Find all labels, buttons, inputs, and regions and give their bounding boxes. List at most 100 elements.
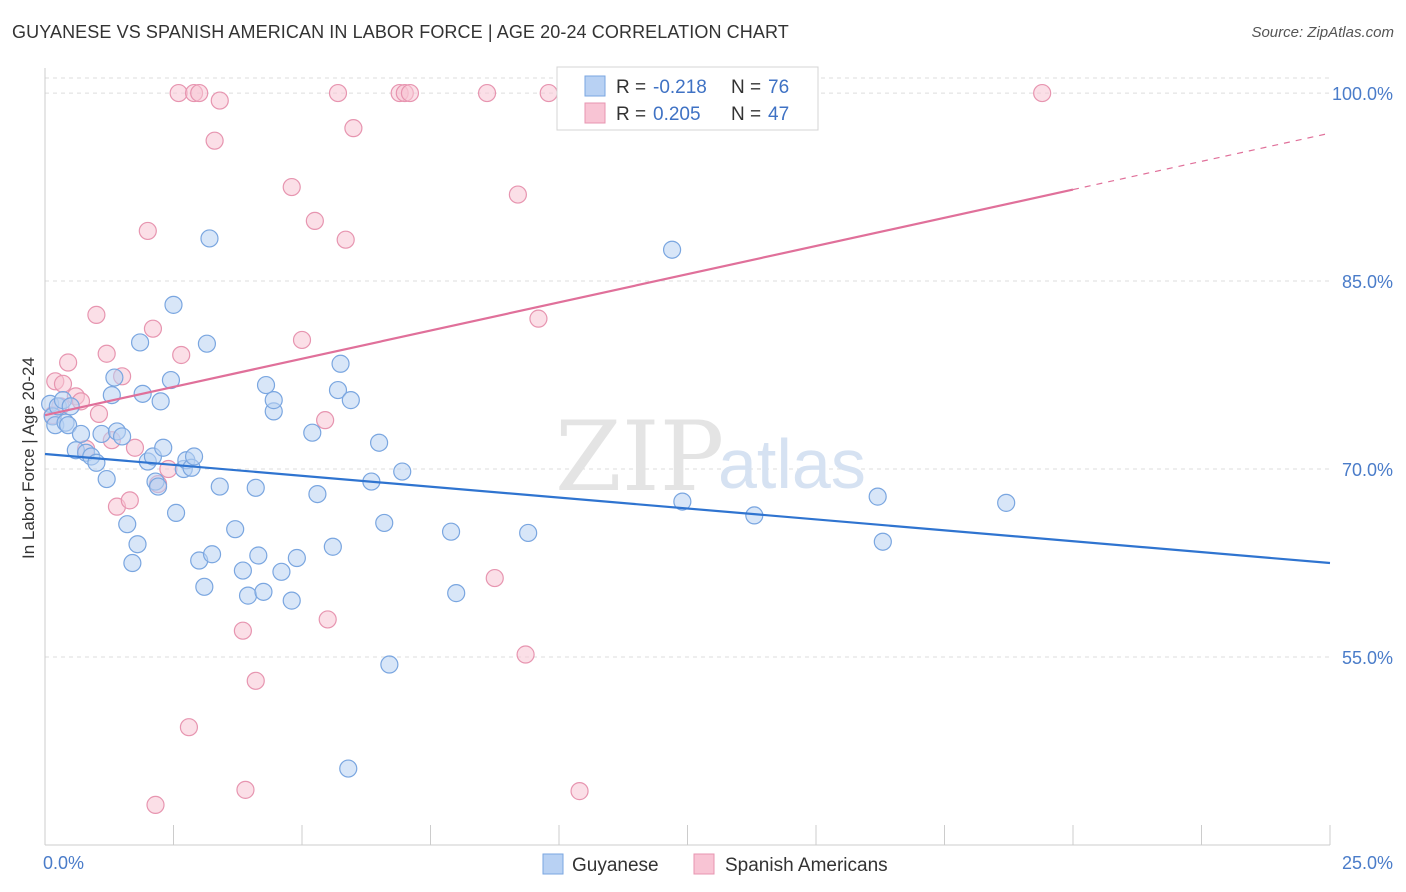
point-spanish [539, 83, 558, 103]
point-guyanese [256, 375, 276, 395]
point-guyanese [97, 469, 116, 489]
watermark: ZIP atlas [555, 401, 866, 513]
bottom-legend-label-spanish: Spanish Americans [725, 855, 888, 876]
point-guyanese [868, 487, 887, 506]
watermark-zip: ZIP [555, 401, 724, 513]
point-guyanese [226, 520, 245, 539]
bottom-legend-swatch-spanish [693, 853, 715, 875]
point-guyanese [441, 522, 461, 541]
point-guyanese [151, 392, 170, 411]
axes [44, 68, 1331, 846]
point-guyanese [61, 397, 80, 416]
point-guyanese [112, 427, 132, 446]
point-spanish [292, 330, 312, 350]
point-guyanese [375, 513, 394, 533]
point-spanish [89, 404, 109, 423]
legend-r-value-spanish: 0.205 [653, 104, 701, 125]
point-guyanese [328, 380, 348, 400]
point-spanish [143, 319, 163, 338]
point-spanish [210, 91, 229, 110]
point-guyanese [59, 416, 78, 435]
y-tick-label: 85.0% [1342, 272, 1393, 292]
point-guyanese [202, 545, 222, 564]
point-guyanese [184, 447, 204, 466]
x-tick-label-min: 0.0% [43, 853, 84, 873]
source-credit: Source: ZipAtlas.com [1251, 24, 1394, 41]
point-guyanese [118, 515, 137, 534]
point-guyanese [249, 546, 268, 565]
point-guyanese [128, 535, 147, 554]
point-guyanese [123, 553, 142, 573]
point-spanish [328, 83, 348, 103]
chart-title: GUYANESE VS SPANISH AMERICAN IN LABOR FO… [12, 22, 789, 42]
legend-r-value-guyanese: -0.218 [653, 77, 707, 98]
legend-swatch-spanish [584, 102, 606, 124]
bottom-legend-label-guyanese: Guyanese [572, 855, 659, 876]
trend-line-spanish-extension [1072, 132, 1331, 191]
point-spanish [97, 344, 116, 363]
point-guyanese [662, 240, 682, 259]
point-spanish [477, 83, 497, 103]
point-guyanese [246, 478, 265, 497]
point-guyanese [370, 433, 389, 452]
point-spanish [190, 83, 209, 103]
y-tick-label: 70.0% [1342, 460, 1393, 480]
point-spanish [485, 568, 504, 588]
point-spanish [179, 718, 199, 737]
point-spanish [246, 671, 265, 690]
point-guyanese [303, 423, 322, 442]
point-guyanese [166, 503, 186, 522]
point-guyanese [233, 561, 252, 580]
point-guyanese [393, 462, 412, 481]
point-spanish [172, 345, 191, 365]
tick-labels: 55.0% 70.0% 85.0% 100.0% 0.0% 25.0% [43, 84, 1393, 873]
point-guyanese [254, 582, 273, 601]
point-guyanese [148, 477, 168, 496]
point-spanish [236, 780, 255, 799]
point-guyanese [341, 391, 360, 410]
bottom-legend-swatch-guyanese [542, 853, 564, 875]
point-guyanese [323, 537, 342, 556]
point-guyanese [154, 438, 173, 457]
point-guyanese [519, 523, 538, 543]
point-guyanese [264, 391, 283, 410]
legend-n-label-guyanese: N = [731, 77, 761, 98]
point-spanish [282, 177, 301, 197]
legend-r-label-guyanese: R = [616, 77, 646, 98]
point-spanish [318, 610, 337, 629]
point-guyanese [873, 532, 892, 551]
legend-n-label-spanish: N = [731, 104, 761, 125]
point-guyanese [380, 655, 399, 674]
point-guyanese [210, 477, 229, 496]
legend-n-value-spanish: 47 [768, 104, 789, 125]
point-spanish [87, 305, 106, 324]
bottom-legend: Guyanese Spanish Americans [542, 853, 888, 876]
point-spanish [169, 83, 188, 103]
point-guyanese [200, 229, 219, 248]
point-guyanese [105, 368, 124, 387]
point-guyanese [197, 334, 217, 353]
legend-r-label-spanish: R = [616, 104, 646, 125]
point-guyanese [282, 591, 301, 610]
point-guyanese [331, 354, 350, 373]
point-guyanese [673, 492, 692, 511]
legend: R = -0.218 N = 76 R = 0.205 N = 47 [556, 66, 819, 131]
point-spanish [516, 645, 535, 664]
point-spanish [305, 211, 324, 230]
point-guyanese [997, 493, 1016, 512]
point-spanish [344, 119, 363, 138]
legend-swatch-guyanese [584, 75, 606, 97]
point-guyanese [130, 333, 150, 352]
point-spanish [400, 83, 420, 103]
point-guyanese [272, 562, 291, 581]
trend-lines [44, 132, 1331, 565]
point-guyanese [308, 484, 327, 504]
point-spanish [233, 621, 252, 640]
point-guyanese [447, 584, 466, 603]
watermark-atlas: atlas [718, 425, 866, 503]
point-spanish [508, 185, 527, 204]
point-guyanese [92, 424, 111, 444]
data-points [41, 83, 1052, 814]
point-spanish [529, 309, 548, 328]
